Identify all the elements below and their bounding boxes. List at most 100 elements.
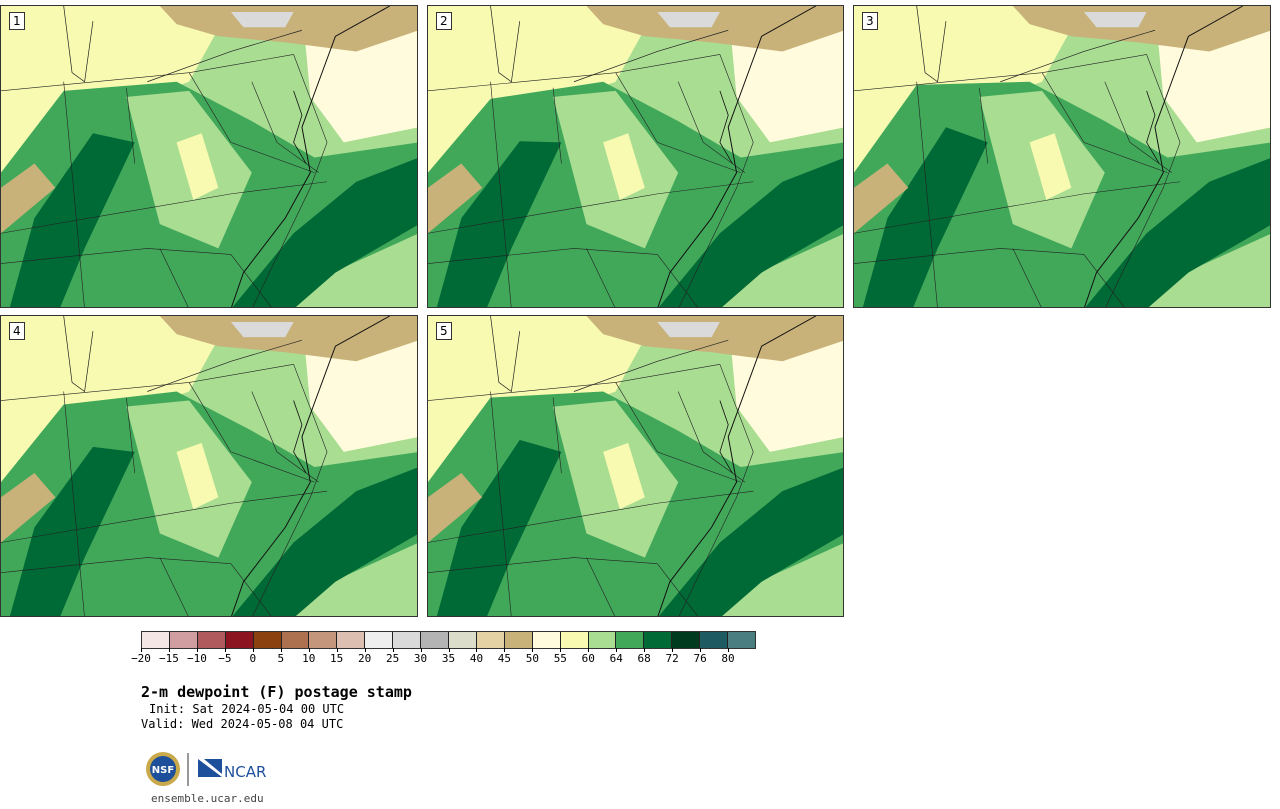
colorbar-tick-label: −20 bbox=[131, 652, 151, 665]
colorbar-segment-12 bbox=[476, 632, 505, 648]
state-boundary bbox=[188, 382, 315, 483]
colorbar-tickmark bbox=[280, 648, 282, 652]
state-boundary bbox=[586, 248, 616, 307]
dewpoint-map-3 bbox=[854, 6, 1270, 307]
lake-michigan-outline bbox=[490, 316, 521, 393]
dewpoint-map-5 bbox=[428, 316, 843, 616]
dry-tan-northeast bbox=[1012, 6, 1270, 52]
chesapeake-outline bbox=[719, 400, 733, 474]
colorbar-tick-label: 68 bbox=[637, 652, 651, 665]
dark-green-coast bbox=[1085, 158, 1270, 307]
nsf-logo-icon: NSF bbox=[146, 752, 180, 786]
lake-michigan-outline bbox=[63, 6, 94, 83]
lake-erie-outline bbox=[573, 29, 729, 83]
colorbar-tick-label: 10 bbox=[302, 652, 316, 665]
colorbar-segment-13 bbox=[504, 632, 533, 648]
state-boundary bbox=[1, 490, 328, 543]
colorbar-tick-label: 5 bbox=[277, 652, 285, 665]
state-boundary bbox=[615, 72, 741, 173]
colorbar-tick-label: 0 bbox=[249, 652, 257, 665]
state-boundary bbox=[1, 248, 231, 264]
colorbar-tick-label: 40 bbox=[469, 652, 484, 665]
chart-title: 2-m dewpoint (F) postage stamp bbox=[141, 683, 412, 701]
ensemble-member-panel-2: 2 bbox=[427, 5, 844, 308]
colorbar-tick-label: 50 bbox=[525, 652, 539, 665]
colorbar-tickmark bbox=[588, 648, 590, 652]
colorbar-tickmark bbox=[504, 648, 506, 652]
colorbar-tickmark bbox=[392, 648, 394, 652]
dry-tan-northeast bbox=[586, 6, 843, 52]
state-boundary bbox=[1, 181, 328, 234]
lake-erie-outline bbox=[1000, 29, 1156, 83]
colorbar-tickmark bbox=[308, 648, 310, 652]
dry-tan-southwest bbox=[428, 163, 483, 234]
grey-patch bbox=[657, 12, 720, 28]
panel-label-4: 4 bbox=[9, 322, 25, 340]
panel-label-1: 1 bbox=[9, 12, 25, 30]
colorbar-segment-4 bbox=[253, 632, 282, 648]
dry-tan-southwest bbox=[1, 473, 56, 543]
state-boundary bbox=[251, 391, 319, 483]
colorbar-segment-1 bbox=[169, 632, 198, 648]
ensemble-member-panel-4: 4 bbox=[0, 315, 418, 617]
state-boundary bbox=[657, 254, 698, 307]
atlantic-coastline bbox=[231, 316, 390, 616]
grey-patch bbox=[230, 12, 294, 28]
grey-patch bbox=[657, 322, 720, 338]
state-boundary bbox=[916, 81, 938, 307]
state-boundary bbox=[230, 254, 272, 307]
ensemble-member-panel-1: 1 bbox=[0, 5, 418, 308]
colorbar-segment-7 bbox=[337, 632, 366, 648]
state-boundary bbox=[251, 81, 319, 173]
state-boundary bbox=[428, 248, 658, 264]
ensemble-member-panel-5: 5 bbox=[427, 315, 844, 617]
state-boundary bbox=[428, 181, 754, 234]
colorbar-segment-20 bbox=[700, 632, 729, 648]
colorbar-tick-label: 60 bbox=[581, 652, 595, 665]
state-boundary bbox=[1105, 54, 1181, 307]
state-boundary bbox=[615, 382, 741, 483]
colorbar-tick-label: 15 bbox=[330, 652, 344, 665]
chesapeake-outline bbox=[293, 400, 307, 474]
state-boundary bbox=[1041, 72, 1168, 173]
colorbar-segment-15 bbox=[560, 632, 589, 648]
colorbar-tickmark bbox=[364, 648, 366, 652]
state-boundary bbox=[552, 87, 562, 164]
dark-green-coast bbox=[659, 467, 843, 616]
grey-patch bbox=[1083, 12, 1147, 28]
colorbar-segment-9 bbox=[393, 632, 422, 648]
colorbar-tickmark bbox=[476, 648, 478, 652]
state-boundary bbox=[1, 557, 231, 573]
state-boundary bbox=[188, 72, 315, 173]
colorbar-tick-label: −10 bbox=[186, 652, 207, 665]
dewpoint-map-2 bbox=[428, 6, 843, 307]
grey-patch bbox=[230, 322, 294, 338]
state-boundary bbox=[63, 391, 85, 616]
colorbar-tickmark bbox=[560, 648, 562, 652]
colorbar-tick-label: 55 bbox=[553, 652, 567, 665]
colorbar-tickmark bbox=[532, 648, 534, 652]
lake-erie-outline bbox=[147, 339, 303, 392]
colorbar-tickmark bbox=[672, 648, 674, 652]
atlantic-coastline bbox=[657, 6, 817, 307]
colorbar-segment-21 bbox=[728, 632, 755, 648]
init-time: Init: Sat 2024-05-04 00 UTC bbox=[149, 702, 345, 716]
state-boundary bbox=[490, 81, 512, 307]
colorbar-tick-label: 64 bbox=[609, 652, 623, 665]
state-boundary bbox=[428, 557, 658, 573]
state-boundary bbox=[63, 81, 85, 307]
valid-time: Valid: Wed 2024-05-08 04 UTC bbox=[141, 717, 344, 731]
ridge-dry-patch bbox=[603, 442, 645, 510]
colorbar-segment-11 bbox=[448, 632, 477, 648]
colorbar-tickmark bbox=[420, 648, 422, 652]
colorbar-segment-8 bbox=[365, 632, 394, 648]
colorbar-tick-label: 30 bbox=[413, 652, 428, 665]
state-boundary bbox=[252, 54, 328, 307]
dry-tan-southwest bbox=[1, 163, 56, 234]
atlantic-coastline bbox=[1084, 6, 1243, 307]
colorbar-segment-5 bbox=[281, 632, 310, 648]
state-boundary bbox=[428, 490, 754, 543]
dewpoint-map-1 bbox=[1, 6, 417, 307]
state-boundary bbox=[159, 248, 189, 307]
state-boundary bbox=[230, 563, 272, 616]
